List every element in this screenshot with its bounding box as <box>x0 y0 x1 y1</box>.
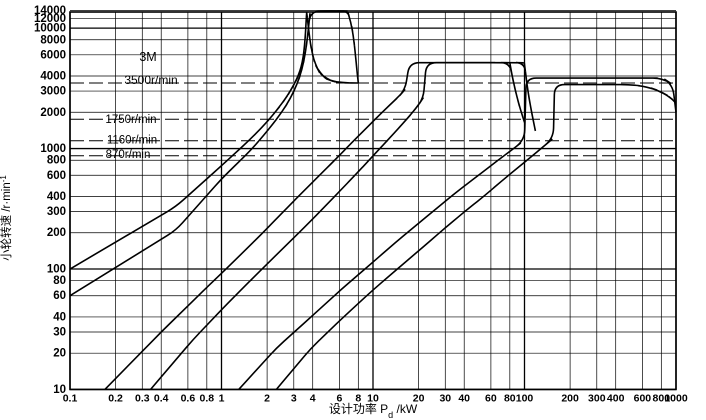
svg-text:8000: 8000 <box>40 34 66 46</box>
svg-text:60: 60 <box>485 393 497 405</box>
svg-text:0.8: 0.8 <box>199 393 214 405</box>
svg-text:300: 300 <box>47 206 66 218</box>
svg-text:400: 400 <box>47 191 66 203</box>
svg-text:800: 800 <box>47 155 66 167</box>
svg-text:40: 40 <box>53 311 66 323</box>
svg-text:20: 20 <box>53 348 66 360</box>
svg-text:80: 80 <box>53 275 66 287</box>
svg-text:30: 30 <box>439 393 451 405</box>
svg-text:600: 600 <box>47 170 66 182</box>
svg-text:0.2: 0.2 <box>108 393 123 405</box>
svg-text:60: 60 <box>53 290 66 302</box>
svg-text:40: 40 <box>458 393 470 405</box>
svg-text:600: 600 <box>634 393 652 405</box>
svg-text:1000: 1000 <box>40 143 66 155</box>
svg-text:3500r/min: 3500r/min <box>124 73 177 87</box>
svg-text:100: 100 <box>47 264 66 276</box>
svg-text:4: 4 <box>310 393 316 405</box>
svg-text:0.6: 0.6 <box>181 393 196 405</box>
svg-text:1000: 1000 <box>664 393 688 405</box>
svg-text:3: 3 <box>291 393 297 405</box>
svg-text:2: 2 <box>264 393 270 405</box>
svg-text:100: 100 <box>516 393 534 405</box>
svg-text:3000: 3000 <box>40 86 66 98</box>
svg-text:200: 200 <box>47 227 66 239</box>
svg-text:1750r/min: 1750r/min <box>105 114 156 126</box>
svg-text:1160r/min: 1160r/min <box>107 135 157 147</box>
svg-text:0.4: 0.4 <box>154 393 169 405</box>
svg-text:400: 400 <box>607 393 625 405</box>
svg-text:30: 30 <box>53 327 66 339</box>
svg-text:6000: 6000 <box>40 49 66 61</box>
svg-text:0.1: 0.1 <box>63 393 78 405</box>
svg-text:2000: 2000 <box>40 107 66 119</box>
svg-text:4000: 4000 <box>40 71 66 83</box>
svg-text:3M: 3M <box>139 50 156 64</box>
svg-text:0.3: 0.3 <box>135 393 150 405</box>
svg-text:870r/min: 870r/min <box>106 149 151 161</box>
svg-text:1: 1 <box>219 393 225 405</box>
svg-text:小轮转速 /r·min-1: 小轮转速 /r·min-1 <box>0 175 13 261</box>
svg-text:300: 300 <box>588 393 606 405</box>
svg-text:80: 80 <box>504 393 516 405</box>
svg-text:10000: 10000 <box>34 23 66 35</box>
svg-text:200: 200 <box>561 393 579 405</box>
